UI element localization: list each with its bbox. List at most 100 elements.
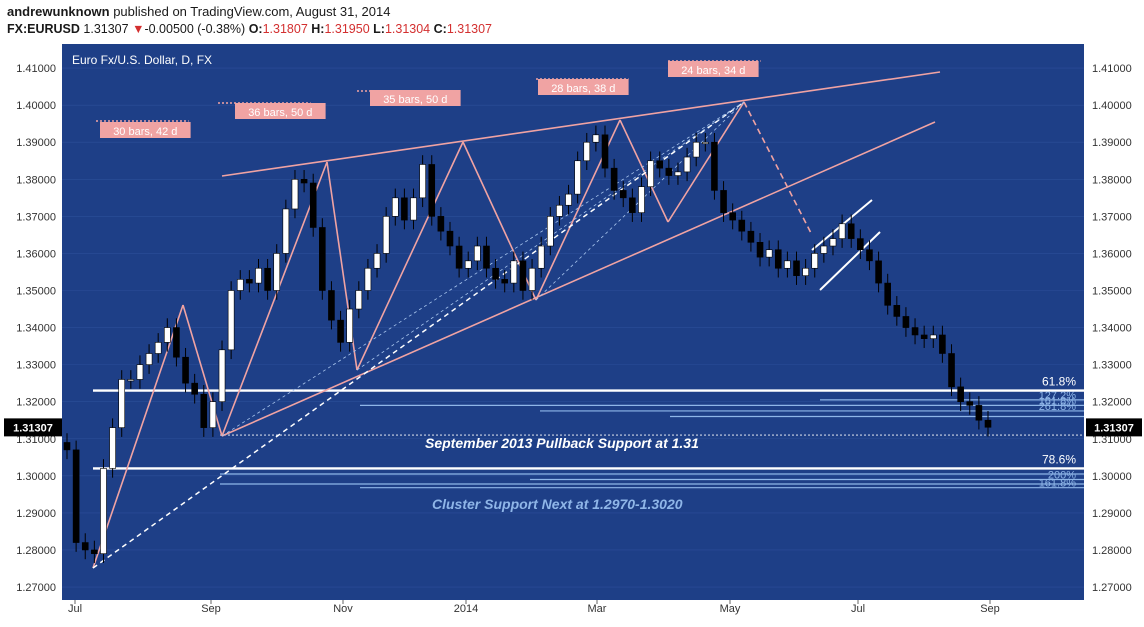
annotations: September 2013 Pullback Support at 1.31 C… (425, 435, 699, 512)
y-tick-right: 1.32000 (1092, 397, 1132, 409)
author-name[interactable]: andrewunknown (7, 4, 110, 19)
candle-body (975, 405, 983, 421)
x-axis[interactable]: Jul Sep Nov 2014 Mar May Jul Sep (68, 600, 1000, 615)
level-label: 127.2% (1039, 390, 1077, 402)
candle-body (382, 216, 390, 254)
bar-label-box (100, 122, 191, 138)
candle-body (957, 386, 964, 402)
y-tick-right: 1.36000 (1092, 248, 1132, 260)
candle-body (81, 542, 89, 551)
y-tick-left: 1.39000 (16, 137, 56, 149)
candle-body (784, 260, 791, 269)
trendline (221, 71, 941, 177)
candle-body (875, 260, 882, 284)
projection-line (221, 101, 745, 437)
close-value: 1.31307 (446, 22, 493, 36)
y-tick-right: 1.34000 (1092, 323, 1132, 335)
trendline (356, 141, 464, 371)
trendline (667, 101, 745, 223)
candle-body (756, 242, 764, 258)
candle-body (537, 245, 545, 269)
candle-body (893, 305, 901, 317)
level-label: 200% (1048, 470, 1076, 482)
y-tick-right: 1.40000 (1092, 100, 1132, 112)
trendline (221, 161, 328, 437)
candle-body (683, 156, 691, 173)
candle-body (583, 141, 591, 162)
plot-area[interactable] (62, 44, 1084, 600)
x-tick-label: Mar (588, 603, 607, 615)
candle-body (209, 401, 217, 428)
y-tick-right: 1.30000 (1092, 471, 1132, 483)
y-axis[interactable]: 1.41000 1.41000 1.40000 1.40000 1.39000 1.390… (4, 63, 1142, 594)
candle-body (820, 245, 828, 254)
bar-label-box (235, 103, 326, 119)
candle-body (218, 349, 226, 402)
publish-line: andrewunknown published on TradingView.c… (7, 4, 390, 19)
candle-body (483, 245, 490, 269)
candle-body (373, 253, 381, 269)
candle-body (154, 342, 162, 354)
candle-body (455, 245, 463, 269)
candle-body (765, 249, 773, 258)
candle-body (182, 356, 189, 384)
y-tick-right: 1.29000 (1092, 508, 1132, 520)
candle-body (528, 267, 536, 291)
candle-body (811, 253, 819, 269)
candle-body (127, 379, 135, 382)
candle-body (619, 190, 627, 199)
bar-count-labels: 30 bars, 42 d 36 bars, 50 d 35 bars, 50 d 2… (96, 60, 761, 138)
candle-body (601, 134, 609, 169)
candle-body (437, 216, 445, 232)
last-price-tag-right (1086, 418, 1142, 437)
candle-body (264, 267, 271, 291)
candle-body (227, 290, 235, 351)
candle-body (920, 334, 928, 339)
candle-body (939, 334, 946, 354)
candle-body (629, 197, 636, 213)
y-tick-right: 1.33000 (1092, 360, 1132, 372)
candle-body (355, 290, 363, 310)
candle-body (309, 182, 317, 228)
symbol-label[interactable]: FX:EURUSD (7, 22, 80, 36)
candle-body (866, 249, 873, 262)
last-price-text-right: 1.31307 (1094, 422, 1134, 434)
candle-body (610, 167, 618, 191)
y-tick-left: 1.36000 (16, 248, 56, 260)
candle-body (829, 238, 837, 247)
low-value: 1.31304 (384, 22, 431, 36)
x-tick-label: Sep (201, 603, 221, 615)
candle-body (720, 190, 727, 213)
candle-body (857, 238, 864, 251)
candle-body (638, 186, 645, 213)
y-tick-left: 1.30000 (16, 471, 56, 483)
x-tick-label: Sep (980, 603, 1000, 615)
y-tick-left: 1.33000 (16, 360, 56, 372)
candle-body (592, 134, 600, 143)
trendline (221, 121, 936, 437)
high-label: H: (311, 22, 325, 36)
candle-body (328, 290, 335, 321)
candle-body (565, 193, 572, 206)
candle-body (556, 204, 563, 217)
bar-label-text: 30 bars, 42 d (113, 126, 177, 138)
candle-body (118, 379, 126, 428)
candle-body (246, 279, 253, 284)
trendline (92, 304, 184, 569)
candle-body (546, 216, 554, 247)
candle-body (966, 401, 974, 406)
candle-body (255, 267, 262, 284)
candle-body (300, 178, 308, 184)
x-tick-label: 2014 (454, 603, 478, 615)
level-label: 161.8% (1039, 395, 1077, 407)
y-tick-left: 1.37000 (16, 211, 56, 223)
candle-body (738, 219, 746, 232)
candle-body (911, 327, 919, 336)
open-value: 1.31807 (262, 22, 308, 36)
y-tick-right: 1.39000 (1092, 137, 1132, 149)
candle-body (692, 141, 700, 158)
price-chart[interactable]: Euro Fx/U.S. Dollar, D, FX 61.8%127.2%16… (0, 42, 1144, 627)
y-tick-right: 1.35000 (1092, 285, 1132, 297)
annotation-support: September 2013 Pullback Support at 1.31 (425, 435, 699, 451)
change-arrow-icon: ▼ (132, 22, 145, 36)
